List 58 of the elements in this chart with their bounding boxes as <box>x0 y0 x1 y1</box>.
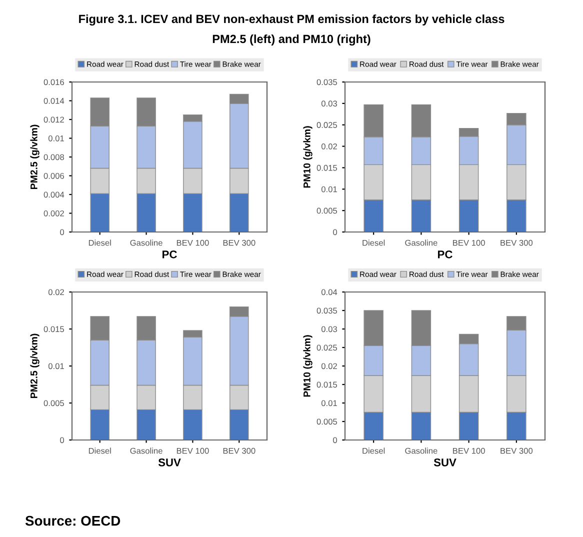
y-tick-label: 0.03 <box>321 326 337 332</box>
source-note: Source: OECD <box>25 516 120 526</box>
y-tick-label: 0.04 <box>321 289 338 296</box>
y-tick-label: 0 <box>333 229 338 236</box>
y-tick-label: 0.015 <box>316 382 338 388</box>
x-tick-label: Diesel <box>88 448 111 454</box>
x-tick-label: BEV 100 <box>176 448 209 454</box>
x-tick-label: Gasoline <box>405 240 438 246</box>
y-tick-label: 0.03 <box>321 100 337 107</box>
x-tick-label: Gasoline <box>130 448 162 454</box>
y-tick-label: 0.01 <box>48 363 64 370</box>
y-tick-label: 0.014 <box>44 98 64 104</box>
y-tick-label: 0.025 <box>316 344 338 351</box>
y-tick-label: 0.015 <box>316 164 338 171</box>
x-tick-label: BEV 300 <box>223 240 256 246</box>
y-tick-label: 0.035 <box>316 79 338 86</box>
y-tick-label: 0.016 <box>44 79 64 86</box>
y-tick-label: 0.02 <box>321 143 337 150</box>
y-tick-label: 0.005 <box>316 208 338 214</box>
y-tick-label: 0 <box>333 437 338 444</box>
y-tick-label: 0.015 <box>44 326 64 332</box>
x-tick-label: BEV 300 <box>500 240 533 246</box>
y-tick-label: 0.02 <box>48 289 64 296</box>
y-tick-label: 0 <box>60 437 64 444</box>
y-tick-label: 0.01 <box>48 135 64 142</box>
x-tick-label: Gasoline <box>405 448 438 454</box>
x-tick-label: Diesel <box>362 448 385 454</box>
y-tick-label: 0.005 <box>44 400 64 406</box>
y-tick-label: 0.025 <box>316 122 338 128</box>
y-tick-label: 0.002 <box>44 210 64 216</box>
x-axis-title: PC <box>438 250 452 258</box>
y-tick-label: 0.01 <box>321 400 337 406</box>
y-axis-title: PM2.5 (g/vkm) <box>30 124 40 190</box>
x-tick-label: BEV 100 <box>453 448 485 454</box>
x-tick-label: BEV 300 <box>223 448 256 454</box>
y-tick-label: 0.035 <box>316 308 338 314</box>
x-tick-label: BEV 100 <box>176 240 209 246</box>
x-tick-label: BEV 300 <box>500 448 533 454</box>
y-tick-label: 0.008 <box>44 154 64 160</box>
y-tick-label: 0.02 <box>321 363 337 370</box>
y-tick-label: 0.005 <box>316 418 338 425</box>
y-tick-label: 0.01 <box>321 186 337 192</box>
x-tick-label: Gasoline <box>130 240 162 246</box>
text: Figure 3.1. ICEV and BEV non-exhaust PM emission factors by vehicle class <box>79 14 504 26</box>
x-tick-label: BEV 100 <box>453 240 485 246</box>
y-axis-title: PM10 (g/vkm) <box>303 335 312 397</box>
x-axis-title: SUV <box>434 458 456 466</box>
x-axis-title: SUV <box>158 458 181 466</box>
y-tick-label: 0.012 <box>44 116 64 123</box>
x-axis-title: PC <box>162 250 177 258</box>
y-tick-label: 0.006 <box>44 172 64 179</box>
y-axis-title: PM2.5 (g/vkm) <box>30 334 40 398</box>
text: PM2.5 (left) and PM10 (right) <box>212 34 370 46</box>
x-tick-label: Diesel <box>362 240 385 246</box>
y-tick-label: 0 <box>60 229 64 236</box>
x-tick-label: Diesel <box>88 240 111 246</box>
y-axis-title: PM10 (g/vkm) <box>303 126 312 188</box>
y-tick-label: 0.004 <box>44 192 64 198</box>
